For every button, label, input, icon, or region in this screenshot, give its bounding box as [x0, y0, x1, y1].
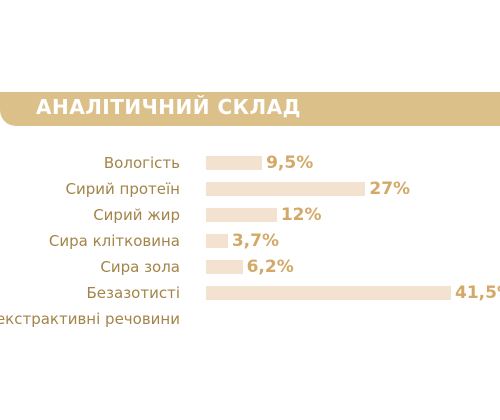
bar: [206, 234, 228, 248]
value-label: 3,7%: [231, 231, 279, 251]
bar: [206, 208, 277, 222]
bar: [206, 182, 366, 196]
category-label: Сирий жир: [93, 206, 180, 224]
value-label: 12%: [280, 205, 322, 225]
category-label: Сира зола: [100, 258, 180, 276]
bar: [206, 156, 263, 170]
value-label: 9,5%: [266, 153, 314, 173]
category-label: Сира клітковина: [48, 232, 180, 250]
bar: [206, 286, 451, 300]
category-label: екстрактивні речовини: [0, 310, 180, 328]
section-title: АНАЛІТИЧНИЙ СКЛАД: [36, 95, 301, 119]
category-label: Вологість: [103, 154, 180, 172]
bar: [206, 260, 243, 274]
value-label: 6,2%: [246, 257, 294, 277]
value-label: 41,5%: [455, 283, 500, 303]
category-label: Сирий протеїн: [65, 180, 180, 198]
section-header: АНАЛІТИЧНИЙ СКЛАД: [0, 92, 500, 126]
category-label: Безазотисті: [86, 284, 180, 302]
value-label: 27%: [369, 179, 411, 199]
